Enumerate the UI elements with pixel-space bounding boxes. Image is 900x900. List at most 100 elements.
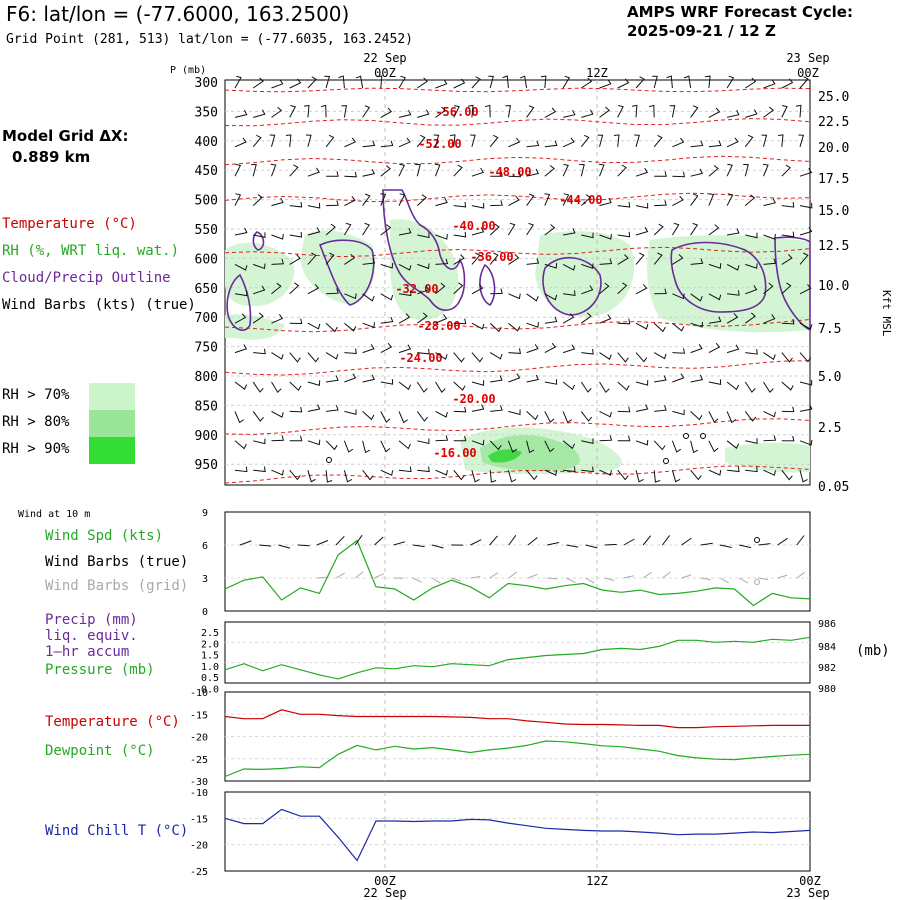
wind-barb <box>376 75 383 89</box>
wind-barb <box>745 232 758 239</box>
wind-barb <box>417 263 430 270</box>
wind-barb <box>617 282 628 295</box>
wind-barb <box>635 470 644 483</box>
wind-barb <box>562 109 576 118</box>
height-tick-label: 0.05 <box>818 480 849 495</box>
wind-barb <box>344 137 357 148</box>
y-tick-label: -10 <box>190 688 208 699</box>
precip-tick-label: 2.5 <box>201 628 219 639</box>
wind-barb <box>763 79 776 89</box>
grid-dx-value: 0.889 km <box>12 148 91 166</box>
wind-barb <box>344 322 357 332</box>
y-tick-label: -15 <box>190 814 208 825</box>
wind-barb <box>435 314 448 324</box>
wind-barb <box>763 234 776 240</box>
wind-barb <box>289 469 301 481</box>
grid-wind-barb <box>451 577 461 582</box>
temperature-label: Temperature (°C) <box>45 714 180 730</box>
wind-barb <box>416 194 427 206</box>
wind-barb <box>635 380 649 386</box>
wind-barb <box>597 134 604 147</box>
wind-barb <box>599 106 611 118</box>
wind-barb <box>635 202 649 209</box>
wind-barb <box>471 167 485 177</box>
wind-barb <box>343 222 352 236</box>
rh90-low <box>488 449 522 463</box>
wind-barb <box>417 348 430 355</box>
wind-barb <box>449 134 456 147</box>
wind-barb <box>435 106 447 118</box>
rh70-low <box>725 442 810 473</box>
wind-barb <box>417 312 428 324</box>
wind-barb <box>635 167 649 177</box>
surface-wind-barb <box>278 544 291 549</box>
wind-barb <box>307 439 321 446</box>
wind-barb <box>508 171 522 178</box>
y-tick-label: -20 <box>190 841 208 852</box>
wind-barb <box>744 411 757 422</box>
wind-barb <box>380 469 394 476</box>
wind-barb <box>416 411 428 422</box>
wind-barb <box>471 404 485 412</box>
wind-barb <box>307 252 317 265</box>
wind-barb <box>613 134 620 147</box>
cloud-outline <box>226 273 252 331</box>
wind-barb <box>544 440 555 453</box>
isotherm-label: -28.00 <box>417 319 460 333</box>
wind-barb <box>563 228 576 236</box>
wind-barb <box>398 440 411 450</box>
wind-barb <box>635 352 648 363</box>
wind-barb <box>508 137 521 148</box>
wind-barb <box>672 348 686 354</box>
pressure-unit-label: (mb) <box>856 643 890 659</box>
wind-barb <box>435 79 448 89</box>
wind-barb <box>234 344 248 354</box>
height-tick-label: 12.5 <box>818 239 849 254</box>
wind-barb <box>289 352 301 363</box>
height-tick-label: 20.0 <box>818 141 849 156</box>
wind-barb <box>304 104 310 118</box>
wind-barb <box>763 106 775 118</box>
wind-barb <box>234 227 248 236</box>
wind-barb <box>672 409 685 416</box>
pressure-tick-label: 300 <box>195 76 218 91</box>
surface-wind-barb <box>316 540 329 546</box>
wind-barb <box>653 440 666 451</box>
wind-barb <box>398 193 406 206</box>
wind-barb <box>799 439 813 446</box>
wind-barb <box>488 75 494 89</box>
wind-barb <box>271 197 284 207</box>
wind-barb <box>362 222 370 236</box>
wind-barb <box>708 193 715 206</box>
wind-barb <box>781 231 795 238</box>
wind-barb <box>289 231 303 238</box>
grid-wind-barb <box>719 577 729 584</box>
rh-90-label: RH > 90% <box>2 441 70 457</box>
wind-barb <box>362 374 376 383</box>
wind-barb <box>653 252 663 265</box>
wind-barb <box>307 470 316 483</box>
wind-barb <box>581 263 594 269</box>
wind-barb <box>581 285 594 295</box>
wind-barb <box>562 163 569 177</box>
wind-barb <box>289 406 303 413</box>
pressure-tick-label: 400 <box>195 135 218 150</box>
wind-barb <box>453 201 467 208</box>
wind-barb <box>453 381 466 391</box>
wind-barb <box>781 469 793 481</box>
wind-barb <box>325 223 336 236</box>
wind-barb <box>526 469 538 481</box>
wind-barb <box>635 404 649 412</box>
wind-barb <box>453 406 467 413</box>
wind-barb <box>362 469 374 481</box>
wind-barb <box>471 352 484 363</box>
wind-barb <box>252 134 262 148</box>
wind-barb <box>631 104 638 118</box>
rh-80-label: RH > 80% <box>2 414 70 430</box>
wind-barb <box>508 409 521 416</box>
calm-wind-marker <box>754 579 760 585</box>
grid-wind-barb <box>642 571 652 579</box>
wind-barb <box>380 193 387 206</box>
wind-speed-label: Wind Spd (kts) <box>45 528 164 544</box>
wind-barb <box>326 171 339 177</box>
